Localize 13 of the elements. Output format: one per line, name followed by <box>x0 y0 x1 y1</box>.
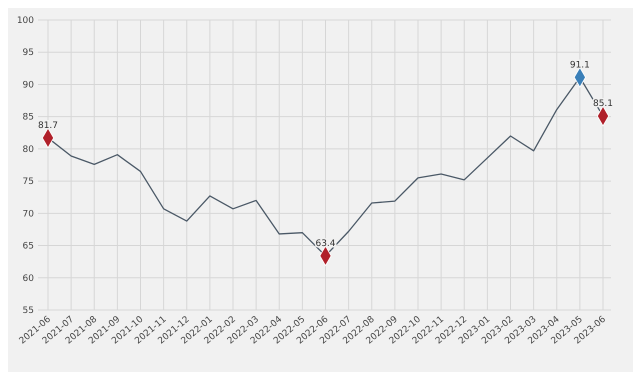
y-tick-label: 75 <box>22 177 34 188</box>
y-tick-label: 100 <box>16 16 34 26</box>
y-tick-label: 85 <box>22 112 34 123</box>
y-tick-label: 65 <box>22 242 34 252</box>
data-label: 91.1 <box>570 60 590 70</box>
y-tick-label: 55 <box>22 306 34 316</box>
y-tick-label: 60 <box>22 274 34 284</box>
data-label: 63.4 <box>315 238 336 249</box>
y-tick-label: 80 <box>22 144 34 155</box>
y-tick-label: 70 <box>22 209 34 220</box>
data-label: 81.7 <box>38 120 58 131</box>
y-tick-label: 90 <box>22 80 34 90</box>
y-tick-label: 95 <box>22 48 34 58</box>
